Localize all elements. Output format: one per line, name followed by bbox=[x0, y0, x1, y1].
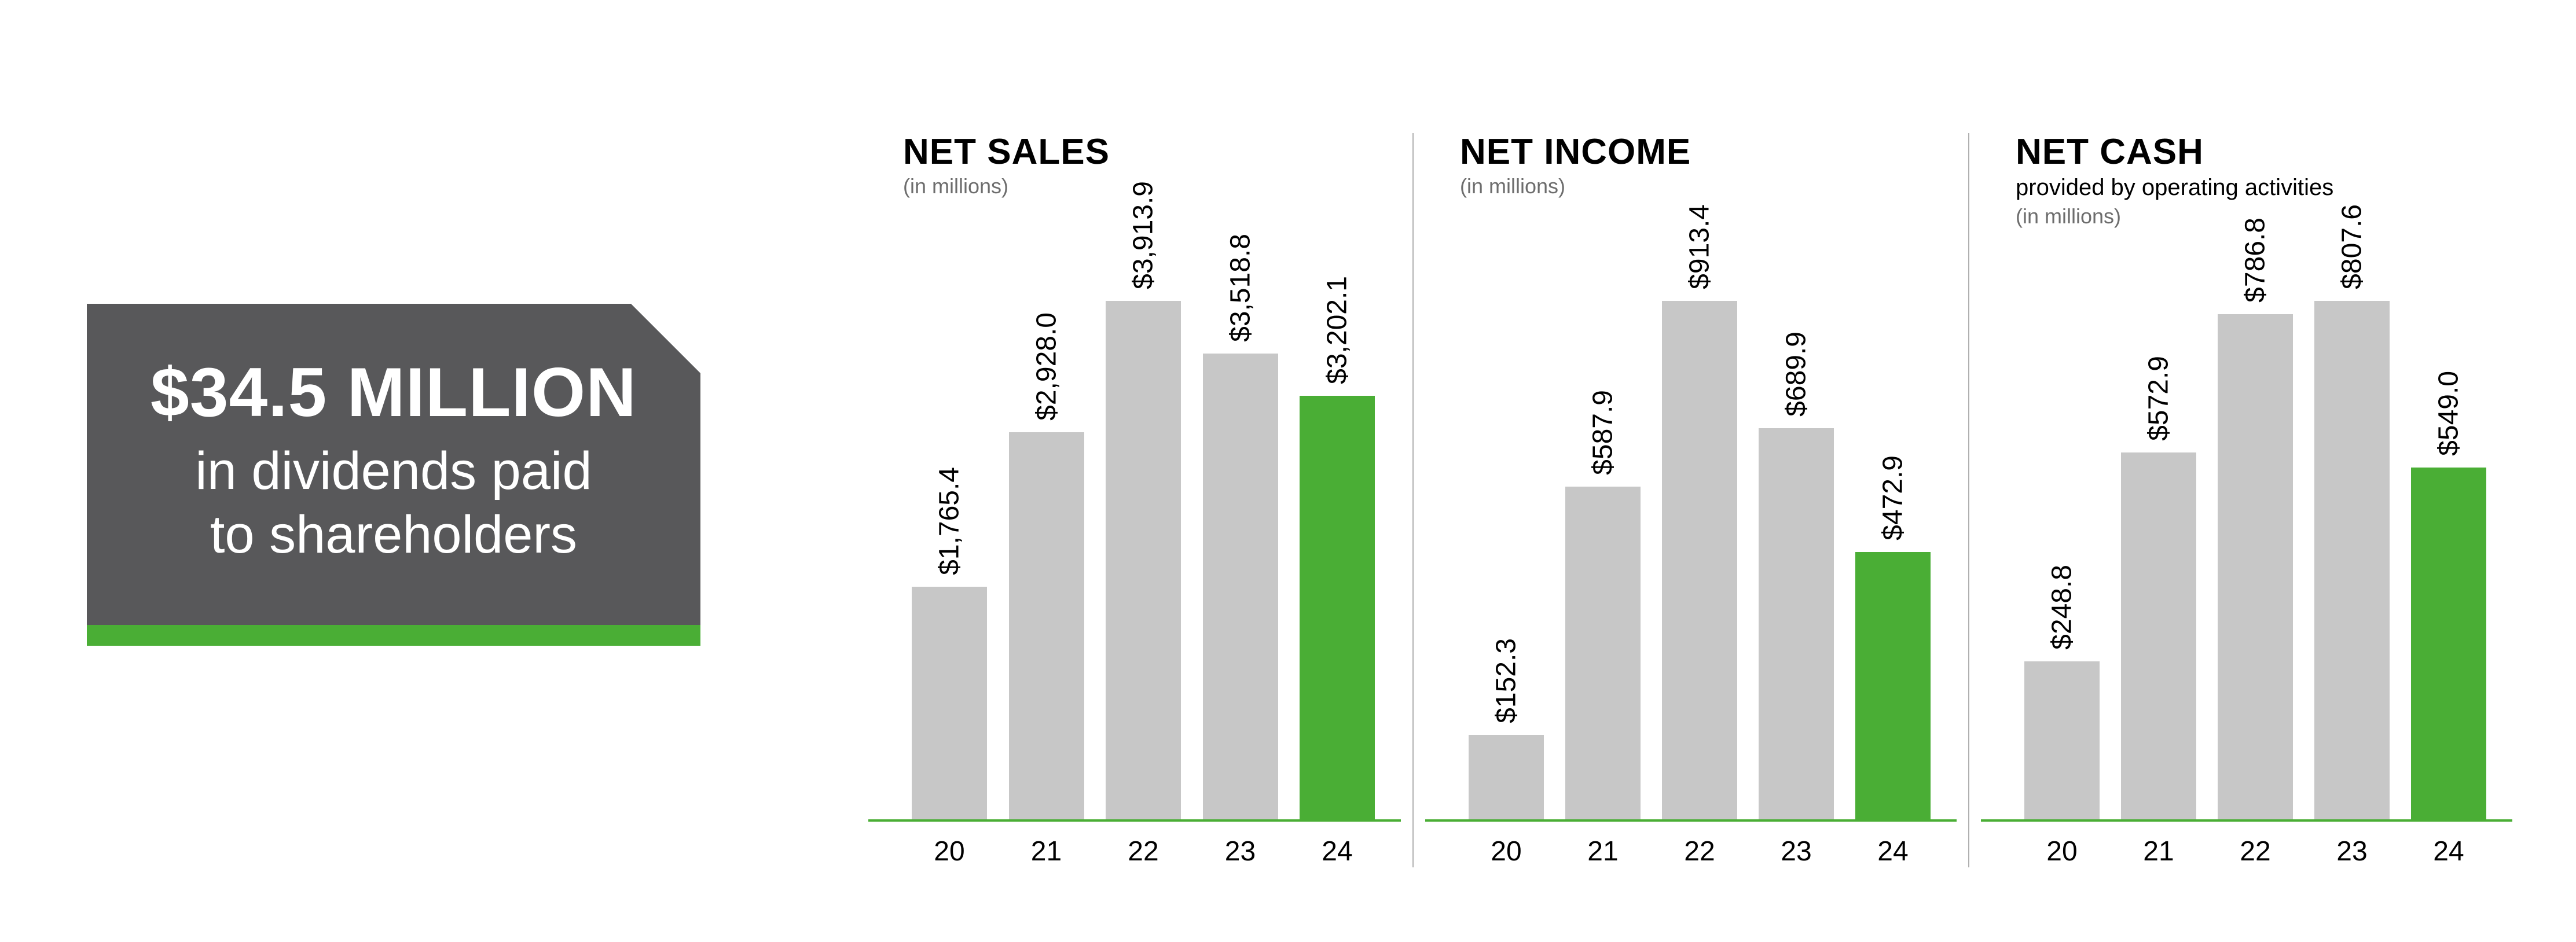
x-axis-label: 20 bbox=[909, 836, 990, 867]
x-axis-label: 21 bbox=[1562, 836, 1643, 867]
callout-subtitle-line1: in dividends paid bbox=[195, 441, 592, 501]
callout-subtitle: in dividends paid to shareholders bbox=[151, 439, 637, 567]
bar bbox=[1565, 487, 1641, 822]
x-axis-labels: 20 21 22 23 24 bbox=[868, 822, 1401, 867]
bar-value-label: $1,765.4 bbox=[934, 467, 966, 575]
x-axis-labels: 20 21 22 23 24 bbox=[1981, 822, 2512, 867]
bar-slot: $913.4 bbox=[1659, 231, 1740, 822]
x-axis-label: 23 bbox=[2311, 836, 2392, 867]
bar-slot: $3,913.9 bbox=[1103, 231, 1184, 822]
chart-baseline bbox=[1425, 819, 1957, 822]
bar-highlight bbox=[2411, 468, 2486, 822]
bar-slot: $549.0 bbox=[2408, 231, 2489, 822]
bar-slot: $572.9 bbox=[2118, 231, 2199, 822]
x-axis-label: 22 bbox=[1103, 836, 1184, 867]
chart-title: NET SALES bbox=[903, 133, 1401, 171]
x-axis-label: 22 bbox=[1659, 836, 1740, 867]
bar bbox=[1009, 432, 1084, 822]
bar-slot: $152.3 bbox=[1466, 231, 1547, 822]
bar-value-label: $587.9 bbox=[1587, 390, 1619, 475]
x-axis-label: 20 bbox=[1466, 836, 1547, 867]
charts-row: NET SALES (in millions) $1,765.4 $2,928.0 $3… bbox=[857, 133, 2524, 867]
bar bbox=[1469, 735, 1544, 822]
chart-baseline bbox=[1981, 819, 2512, 822]
x-axis-label: 21 bbox=[1006, 836, 1087, 867]
bar-value-label: $689.9 bbox=[1781, 332, 1812, 417]
bar bbox=[1759, 428, 1834, 822]
bar-highlight bbox=[1300, 396, 1375, 822]
bar bbox=[2218, 314, 2293, 822]
callout-box: $34.5 MILLION in dividends paid to share… bbox=[87, 304, 700, 625]
bar-slot: $689.9 bbox=[1756, 231, 1837, 822]
x-axis-label: 24 bbox=[1297, 836, 1378, 867]
callout-subtitle-line2: to shareholders bbox=[210, 505, 577, 564]
bar bbox=[2024, 661, 2100, 822]
chart-units: (in millions) bbox=[1460, 174, 1957, 198]
chart-body: $1,765.4 $2,928.0 $3,913.9 $3,518.8 $3,202.1 bbox=[868, 231, 1401, 822]
bar-slot: $248.8 bbox=[2021, 231, 2102, 822]
bar bbox=[1662, 301, 1737, 822]
bar bbox=[1203, 354, 1278, 822]
bar-value-label: $248.8 bbox=[2046, 565, 2078, 650]
bar-value-label: $572.9 bbox=[2143, 356, 2175, 441]
chart-net-sales: NET SALES(in millions)$1,765.4$2,928.0$3… bbox=[857, 133, 1412, 867]
bar-value-label: $152.3 bbox=[1491, 638, 1522, 723]
callout-underline bbox=[87, 625, 700, 646]
bar-slot: $3,202.1 bbox=[1297, 231, 1378, 822]
chart-body: $152.3 $587.9 $913.4 $689.9 $472.9 bbox=[1425, 231, 1957, 822]
bar bbox=[912, 587, 987, 822]
chart-title: NET CASH bbox=[2016, 133, 2512, 171]
x-axis-label: 23 bbox=[1756, 836, 1837, 867]
bar-slot: $786.8 bbox=[2215, 231, 2296, 822]
chart-subtitle: provided by operating activities bbox=[2016, 174, 2512, 201]
bar-value-label: $913.4 bbox=[1684, 204, 1716, 289]
x-axis-label: 20 bbox=[2021, 836, 2102, 867]
x-axis-label: 23 bbox=[1200, 836, 1281, 867]
infographic-stage: $34.5 MILLION in dividends paid to share… bbox=[0, 0, 2576, 942]
bar-highlight bbox=[1855, 552, 1931, 822]
bar-value-label: $549.0 bbox=[2433, 371, 2465, 456]
bar bbox=[1106, 301, 1181, 822]
bar-value-label: $807.6 bbox=[2336, 204, 2368, 289]
bars-container: $248.8 $572.9 $786.8$807.6 $549.0 bbox=[2021, 231, 2489, 822]
x-axis-label: 21 bbox=[2118, 836, 2199, 867]
chart-baseline bbox=[868, 819, 1401, 822]
bar-value-label: $3,202.1 bbox=[1322, 276, 1353, 384]
chart-body: $248.8 $572.9 $786.8$807.6 $549.0 bbox=[1981, 231, 2512, 822]
dividends-callout: $34.5 MILLION in dividends paid to share… bbox=[87, 304, 700, 646]
bar-value-label: $2,928.0 bbox=[1030, 312, 1062, 421]
callout-title: $34.5 MILLION bbox=[151, 356, 637, 429]
bar-value-label: $3,518.8 bbox=[1224, 234, 1256, 342]
x-axis-label: 24 bbox=[1852, 836, 1933, 867]
x-axis-label: 24 bbox=[2408, 836, 2489, 867]
bar bbox=[2314, 301, 2390, 822]
bar-value-label: $786.8 bbox=[2240, 218, 2272, 303]
bar bbox=[2121, 452, 2196, 822]
chart-net-income: NET INCOME (in millions) $152.3 $587.9 $913.… bbox=[1412, 133, 1968, 867]
chart-title: NET INCOME bbox=[1460, 133, 1957, 171]
x-axis-labels: 20 21 22 23 24 bbox=[1425, 822, 1957, 867]
bar-slot: $1,765.4 bbox=[909, 231, 990, 822]
bar-slot: $2,928.0 bbox=[1006, 231, 1087, 822]
chart-header: NET CASH provided by operating activities… bbox=[1981, 133, 2512, 231]
bar-value-label: $3,913.9 bbox=[1128, 181, 1159, 289]
bar-slot: $3,518.8 bbox=[1200, 231, 1281, 822]
bar-slot: $472.9 bbox=[1852, 231, 1933, 822]
bar-slot: $587.9 bbox=[1562, 231, 1643, 822]
bars-container: $1,765.4 $2,928.0 $3,913.9 $3,518.8 $3,202.1 bbox=[909, 231, 1378, 822]
bars-container: $152.3 $587.9 $913.4 $689.9 $472.9 bbox=[1466, 231, 1933, 822]
chart-net-cash: NET CASH provided by operating activities… bbox=[1968, 133, 2524, 867]
bar-value-label: $472.9 bbox=[1877, 455, 1909, 540]
bar-slot: $807.6 bbox=[2311, 231, 2392, 822]
x-axis-label: 22 bbox=[2215, 836, 2296, 867]
